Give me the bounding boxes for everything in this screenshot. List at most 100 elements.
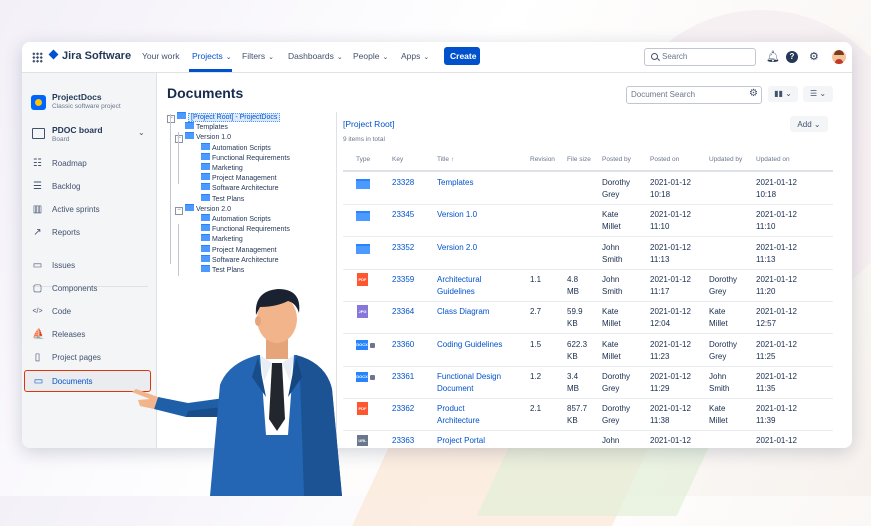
table-cell[interactable]: Architectural xyxy=(437,274,482,284)
column-header[interactable]: Revision xyxy=(530,156,555,163)
column-header[interactable]: Title ↑ xyxy=(437,156,455,163)
tree-node[interactable]: Software Architecture xyxy=(201,254,279,265)
table-cell[interactable]: Document xyxy=(437,383,474,393)
folder-icon xyxy=(201,224,210,232)
collapse-toggle-icon[interactable]: − xyxy=(167,115,175,123)
sidebar-item-issues[interactable]: ▭ Issues xyxy=(22,257,156,275)
table-cell[interactable]: Functional Design xyxy=(437,371,502,381)
chevron-down-icon[interactable]: ⌄ xyxy=(138,128,145,137)
settings-icon[interactable]: ⚙ xyxy=(809,51,819,63)
document-key-link[interactable]: 23360 xyxy=(392,339,415,349)
table-row[interactable]: 23345 Version 1.0 Kate Millet 2021-01-12 11:1… xyxy=(343,204,833,238)
table-cell[interactable]: Version 1.0 xyxy=(437,210,478,220)
tree-node-label: [Project Root] - ProjectDocs xyxy=(188,113,281,122)
create-button[interactable]: Create xyxy=(444,47,480,65)
table-cell[interactable]: Project Portal xyxy=(437,436,486,446)
notifications-icon[interactable]: 🔔︎ xyxy=(766,51,780,63)
table-row[interactable]: DOCX 23361 Functional Design Document 1.2 3.4… xyxy=(343,366,833,399)
table-cell[interactable]: Coding Guidelines xyxy=(437,339,503,349)
table-cell[interactable]: Guidelines xyxy=(437,286,475,296)
panel-divider[interactable] xyxy=(336,112,337,442)
table-row[interactable]: JPG 23364 Class Diagram 2.7 59.9 KB Kate Millet… xyxy=(343,301,833,335)
search-input[interactable]: Search xyxy=(644,48,756,66)
document-key-link[interactable]: 23352 xyxy=(392,242,415,252)
tree-node[interactable]: Project Management xyxy=(201,173,277,183)
table-row[interactable]: PDF 23359 Architectural Guidelines 1.1 4.8 MB J… xyxy=(343,269,833,302)
table-cell[interactable]: Architecture xyxy=(437,416,480,426)
tree-node[interactable]: Software Architecture xyxy=(201,183,279,193)
product-logo[interactable]: Jira Software xyxy=(48,49,131,62)
table-cell[interactable]: Class Diagram xyxy=(437,307,490,317)
tree-node[interactable]: Functional Requirements xyxy=(201,224,290,234)
tree-node[interactable]: Functional Requirements xyxy=(201,152,290,163)
list-options-button[interactable]: ☰ ⌄ xyxy=(803,86,833,102)
tree-node[interactable]: Test Plans xyxy=(201,265,244,275)
column-header[interactable]: Updated on xyxy=(756,156,790,163)
folder-icon xyxy=(201,234,210,242)
app-switcher-icon[interactable] xyxy=(32,52,43,63)
sidebar-item-documents[interactable]: ▭ Documents xyxy=(24,370,151,392)
nav-item-dashboards[interactable]: Dashboards ⌄ xyxy=(288,51,343,61)
table-cell[interactable]: Product xyxy=(437,404,465,414)
tree-node[interactable]: Marketing xyxy=(201,163,243,173)
sidebar-item-roadmap[interactable]: ☷ Roadmap xyxy=(22,155,156,173)
table-row[interactable]: 23328 Templates Dorothy Grey 2021-01-12 10:18… xyxy=(343,172,833,205)
revision-cell: 1.2 xyxy=(530,371,542,381)
board-name[interactable]: PDOC board xyxy=(52,125,103,135)
releases-icon: ⛵ xyxy=(32,329,45,340)
search-settings-icon[interactable]: ⚙ xyxy=(749,88,758,99)
table-cell: 10:18 xyxy=(650,190,671,199)
sidebar-item-code[interactable]: </> Code xyxy=(22,303,156,321)
document-key-link[interactable]: 23364 xyxy=(392,307,415,317)
table-cell[interactable]: Version 2.0 xyxy=(437,242,478,252)
table-cell: 2021-01-12 xyxy=(650,371,691,381)
sidebar-item-backlog[interactable]: ☰ Backlog xyxy=(22,178,156,196)
tree-node[interactable]: Project Management xyxy=(201,244,277,255)
tree-node[interactable]: Templates xyxy=(185,122,228,132)
table-row[interactable]: 23352 Version 2.0 John Smith 2021-01-12 11:13… xyxy=(343,237,833,270)
table-row[interactable]: PDF 23362 Product Architecture 2.1 857.7 KB Dor… xyxy=(343,398,833,432)
sidebar-item-project-pages[interactable]: ▯ Project pages xyxy=(22,349,156,367)
document-key-link[interactable]: 23363 xyxy=(392,436,415,446)
collapse-toggle-icon[interactable]: − xyxy=(175,135,183,144)
table-row[interactable]: DOCX 23360 Coding Guidelines 1.5 622.3 KB Kate… xyxy=(343,334,833,367)
table-cell: 2021-01-12 xyxy=(650,307,691,317)
column-header[interactable]: File size xyxy=(567,156,591,163)
document-key-link[interactable]: 23362 xyxy=(392,404,415,414)
column-header[interactable]: Posted by xyxy=(602,156,631,163)
column-header[interactable]: Key xyxy=(392,156,404,163)
tree-node[interactable]: Test Plans xyxy=(201,193,244,204)
avatar[interactable] xyxy=(832,50,846,64)
collapse-toggle-icon[interactable]: − xyxy=(175,206,183,215)
table-cell[interactable]: Templates xyxy=(437,178,474,187)
view-mode-button[interactable]: ▮▮ ⌄ xyxy=(768,86,798,102)
column-header[interactable]: Posted on xyxy=(650,156,680,163)
document-key-link[interactable]: 23328 xyxy=(392,178,415,187)
sidebar-item-releases[interactable]: ⛵ Releases xyxy=(22,326,156,344)
column-header[interactable]: Updated by xyxy=(709,156,743,163)
project-name[interactable]: ProjectDocs xyxy=(52,92,102,102)
nav-item-filters[interactable]: Filters ⌄ xyxy=(242,51,274,61)
nav-item-people[interactable]: People ⌄ xyxy=(353,51,388,61)
tree-node-label: Test Plans xyxy=(212,267,245,274)
tree-node[interactable]: − Version 2.0 xyxy=(175,203,231,215)
document-key-link[interactable]: 23345 xyxy=(392,210,415,220)
add-button[interactable]: Add ⌄ xyxy=(790,116,828,132)
document-search-input[interactable]: Document Search xyxy=(626,86,762,104)
nav-item-your-work[interactable]: Your work xyxy=(142,51,179,61)
column-header[interactable]: Type xyxy=(356,156,371,163)
nav-item-apps[interactable]: Apps ⌄ xyxy=(401,51,429,61)
tree-node[interactable]: Marketing xyxy=(201,234,243,244)
help-icon[interactable]: ? xyxy=(786,51,798,63)
sidebar-item-active-sprints[interactable]: ▥ Active sprints xyxy=(22,201,156,219)
board-icon xyxy=(32,128,45,139)
document-key-link[interactable]: 23359 xyxy=(392,274,415,284)
breadcrumb[interactable]: [Project Root] xyxy=(343,119,395,129)
document-key-link[interactable]: 23361 xyxy=(392,371,415,381)
tree-node[interactable]: Automation Scripts xyxy=(201,142,271,153)
nav-item-projects[interactable]: Projects ⌄ xyxy=(192,51,232,61)
tree-node[interactable]: Automation Scripts xyxy=(201,214,271,224)
sidebar-item-reports[interactable]: ↗ Reports xyxy=(22,224,156,242)
sidebar-item-components[interactable]: ▢ Components xyxy=(22,280,156,298)
